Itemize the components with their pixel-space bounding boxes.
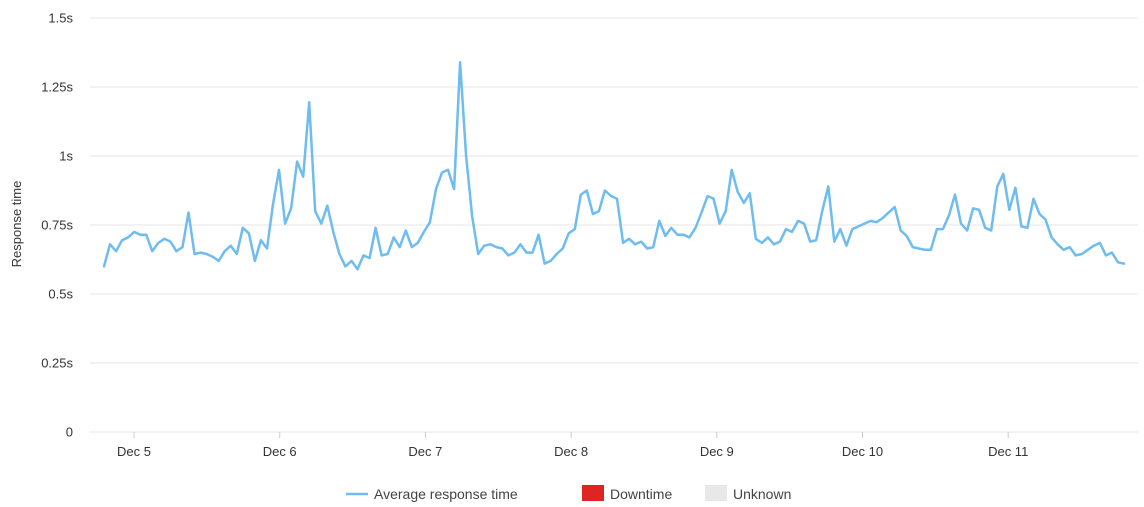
y-tick-label: 1s xyxy=(59,149,73,164)
legend-item[interactable]: Downtime xyxy=(582,485,672,502)
y-axis-title: Response time xyxy=(9,181,24,268)
series-line-average-response-time xyxy=(102,60,1126,271)
gridlines xyxy=(90,17,1138,433)
y-tick-label: 0.5s xyxy=(48,287,73,302)
y-tick-label: 1.25s xyxy=(41,80,73,95)
legend-item[interactable]: Average response time xyxy=(346,486,518,502)
x-axis-ticks: Dec 5 Dec 6 Dec 7 Dec 8 Dec 9 Dec 10 Dec 11 xyxy=(117,432,1028,459)
legend-label: Average response time xyxy=(374,486,518,502)
x-tick-label: Dec 11 xyxy=(988,444,1028,459)
x-tick-label: Dec 8 xyxy=(554,444,588,459)
y-tick-label: 0.25s xyxy=(41,356,73,371)
legend-swatch-box xyxy=(705,485,727,501)
x-tick-label: Dec 6 xyxy=(263,444,297,459)
x-tick-label: Dec 9 xyxy=(700,444,734,459)
y-axis-ticks: 0 0.25s 0.5s 0.75s 1s 1.25s 1.5s xyxy=(41,11,73,440)
legend-swatch-box xyxy=(582,485,604,501)
legend[interactable]: Average response time Downtime Unknown xyxy=(346,485,791,502)
legend-label: Unknown xyxy=(733,486,791,502)
x-tick-label: Dec 10 xyxy=(842,444,883,459)
legend-item[interactable]: Unknown xyxy=(705,485,791,502)
y-tick-label: 0.75s xyxy=(41,218,73,233)
y-tick-label: 1.5s xyxy=(48,11,73,26)
y-tick-label: 0 xyxy=(66,425,73,440)
x-tick-label: Dec 5 xyxy=(117,444,151,459)
legend-label: Downtime xyxy=(610,486,672,502)
x-tick-label: Dec 7 xyxy=(408,444,442,459)
series-layer xyxy=(102,60,1126,271)
